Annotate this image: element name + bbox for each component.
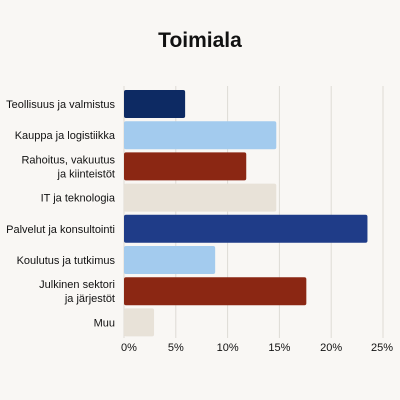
bar-4 <box>124 183 277 212</box>
bar-3 <box>124 152 247 181</box>
x-tick-label: 0% <box>121 342 137 354</box>
category-label: Julkinen sektori <box>39 279 115 291</box>
category-label: Rahoitus, vakuutus <box>21 154 115 166</box>
x-axis-ticks: 0% 5% 10% 15% 20% 25% <box>121 342 393 354</box>
category-label: Palvelut ja konsultointi <box>6 224 115 236</box>
bar-1 <box>124 90 186 118</box>
category-label: ja järjestöt <box>64 293 115 305</box>
category-label: Muu <box>94 317 115 329</box>
bar-2 <box>124 121 277 150</box>
x-tick-label: 20% <box>320 342 342 354</box>
bar-8 <box>124 308 155 337</box>
x-tick-label: 15% <box>268 342 290 354</box>
bar-7 <box>124 277 307 306</box>
bar-6 <box>124 246 216 274</box>
category-label: Koulutus ja tutkimus <box>17 255 116 267</box>
x-tick-label: 25% <box>371 342 393 354</box>
category-label: IT ja teknologia <box>41 193 116 205</box>
category-label: Kauppa ja logistiikka <box>15 130 116 142</box>
category-label: Teollisuus ja valmistus <box>6 99 115 111</box>
bar-5 <box>124 214 368 243</box>
x-tick-label: 10% <box>217 342 239 354</box>
category-label: ja kiinteistöt <box>57 168 115 180</box>
bars <box>124 90 368 337</box>
chart-title: Toimiala <box>158 29 242 52</box>
category-labels: Teollisuus ja valmistus Kauppa ja logisti… <box>6 99 116 329</box>
x-tick-label: 5% <box>168 342 184 354</box>
